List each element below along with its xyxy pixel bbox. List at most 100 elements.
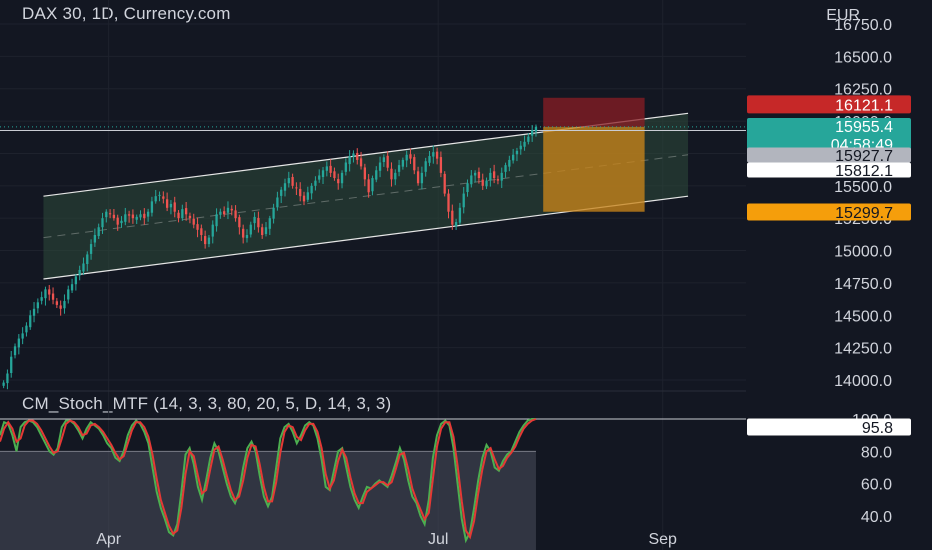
candle — [131, 209, 135, 224]
candle — [204, 230, 207, 249]
candle — [492, 164, 496, 184]
level-tag-gray-text: 15927.7 — [835, 148, 893, 165]
candle — [527, 133, 530, 145]
candle — [439, 151, 443, 178]
indicator-title: CM_Stoch_MTF (14, 3, 3, 80, 20, 5, D, 14… — [22, 394, 392, 413]
level-tag-gray-bg — [747, 147, 911, 163]
candle — [36, 298, 39, 314]
price-tick-label: 16250.0 — [834, 82, 892, 99]
candle-body — [492, 171, 496, 179]
candle-body — [143, 213, 146, 219]
candle-body — [86, 254, 89, 265]
candle — [329, 159, 332, 178]
candle-body — [10, 356, 13, 374]
candle-body — [223, 211, 226, 215]
level-tag-white-bg — [747, 162, 911, 178]
candle-body — [359, 158, 363, 167]
candle-body — [519, 145, 522, 150]
candle — [226, 201, 230, 220]
candle-body — [375, 170, 378, 180]
candle — [63, 294, 66, 314]
candle — [10, 351, 13, 378]
candle — [352, 150, 355, 163]
candle — [371, 175, 374, 196]
candle — [74, 273, 78, 291]
stop-price-tag: 16121.1 — [747, 95, 911, 114]
candle-body — [473, 172, 477, 176]
candle — [101, 212, 104, 234]
candle-body — [405, 154, 408, 161]
candle — [348, 150, 351, 172]
candle-body — [504, 165, 507, 172]
candle-body — [17, 338, 20, 348]
candle-body — [447, 193, 450, 212]
candle-body — [127, 214, 131, 216]
candle — [272, 203, 275, 224]
candle-body — [515, 150, 519, 155]
candle-body — [523, 141, 526, 147]
candle — [314, 176, 317, 191]
candle-body — [321, 170, 325, 178]
candle — [451, 204, 454, 230]
candle — [70, 278, 74, 294]
candle-body — [188, 215, 192, 219]
target-price-tag-bg — [747, 203, 911, 221]
candle-body — [6, 373, 9, 384]
candle — [359, 151, 363, 170]
candle — [146, 208, 150, 222]
candle — [473, 170, 477, 183]
candle-body — [165, 199, 169, 208]
price-tick-label: 14750.0 — [834, 276, 892, 293]
candle — [105, 209, 108, 223]
time-tick-label: Sep — [648, 531, 677, 548]
candle-body — [32, 308, 36, 316]
candle-body — [82, 263, 85, 272]
price-tick-label: 14000.0 — [834, 373, 892, 390]
candle — [181, 204, 184, 221]
stoch-value-tag-text: 95.8 — [862, 420, 893, 437]
candle — [420, 166, 424, 190]
candle-body — [534, 126, 538, 132]
candle — [51, 287, 55, 305]
time-axis[interactable]: Apr Jul Sep — [96, 531, 677, 548]
stop-price-tag-bg — [747, 95, 911, 114]
candle — [264, 222, 268, 237]
candle-body — [435, 151, 439, 159]
price-axis[interactable]: EUR 16750.016500.016250.016000.015750.01… — [826, 7, 892, 390]
candle-body — [382, 157, 386, 162]
last-price-tag: 15955.404:58:49 — [747, 118, 911, 155]
candle — [447, 189, 450, 219]
candle — [325, 161, 328, 177]
candle — [496, 175, 500, 185]
candle — [504, 162, 507, 178]
time-tick-label: Apr — [96, 531, 122, 548]
candle — [150, 196, 154, 217]
candle-body — [363, 167, 367, 180]
candle-body — [416, 171, 420, 184]
candle-body — [192, 218, 195, 225]
candle-body — [215, 214, 218, 227]
candle-body — [299, 188, 302, 197]
candle-body — [378, 162, 382, 171]
candle-body — [89, 244, 93, 254]
target-zone — [543, 126, 645, 212]
candle — [116, 214, 119, 231]
candle — [196, 217, 199, 238]
candle — [192, 213, 195, 229]
chart-title: DAX 30, 1D, Currency.com — [22, 4, 231, 23]
candle-body — [234, 210, 237, 219]
candle — [409, 148, 412, 164]
candle-body — [131, 214, 135, 219]
candle-body — [67, 289, 70, 300]
candle-body — [443, 173, 446, 194]
candle-body — [287, 178, 290, 184]
candle — [295, 182, 298, 196]
last-price-tag-bg — [747, 118, 911, 155]
candle-body — [314, 180, 317, 186]
candle-body — [348, 156, 351, 165]
stop-zone — [543, 97, 645, 127]
candle-body — [162, 196, 165, 199]
stochastic-pane — [0, 418, 746, 550]
candle — [112, 208, 116, 221]
